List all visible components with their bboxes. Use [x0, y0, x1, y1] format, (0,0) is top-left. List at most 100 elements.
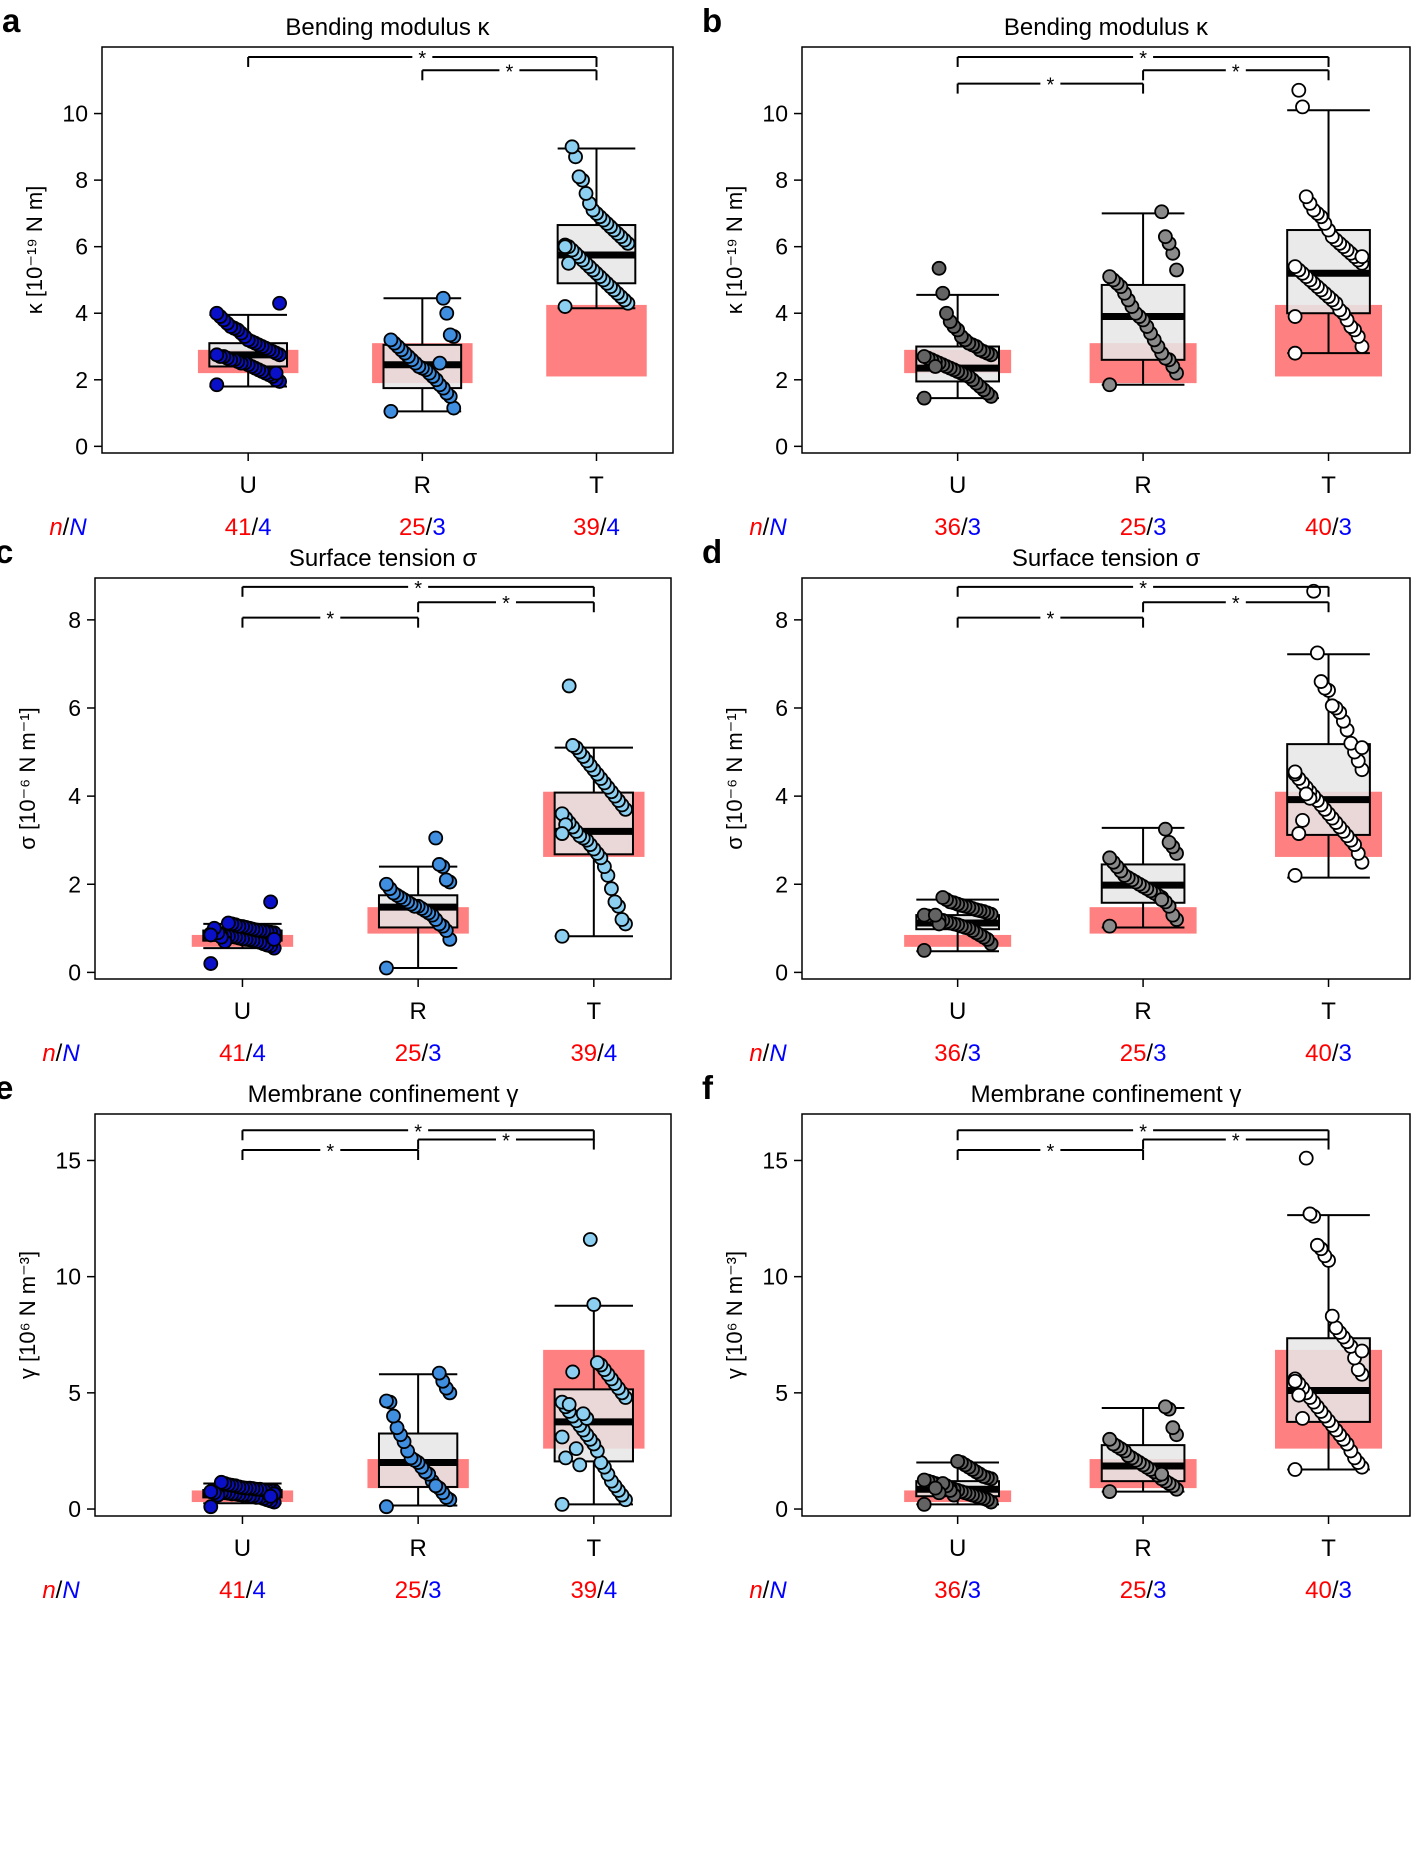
significance-star: * [1139, 578, 1147, 600]
data-point [1102, 1431, 1118, 1447]
y-tick-label: 10 [762, 101, 788, 127]
count-n: 36 [934, 514, 961, 541]
count-slash: / [600, 514, 607, 541]
data-point [1102, 377, 1118, 393]
count-label: 39/4 [573, 514, 620, 541]
data-point [1287, 259, 1303, 275]
data-point [438, 872, 454, 888]
data-point [572, 1457, 588, 1473]
data-point [1324, 1308, 1340, 1324]
data-point [1154, 1466, 1170, 1482]
count-label: 25/3 [1120, 1040, 1167, 1067]
count-n: 25 [1120, 514, 1147, 541]
y-tick-label: 0 [68, 959, 81, 985]
count-label: 39/4 [570, 1040, 617, 1067]
category-label: R [414, 472, 431, 499]
panel-letter: f [702, 1069, 714, 1106]
count-slash: / [1146, 1040, 1153, 1067]
count-N: 3 [428, 1577, 441, 1604]
category-label: T [1321, 998, 1336, 1025]
count-n: 36 [934, 1577, 961, 1604]
count-slash: / [1332, 1577, 1339, 1604]
data-point [266, 931, 282, 947]
count-N: 3 [1153, 1577, 1166, 1604]
data-point [268, 365, 284, 381]
data-point [564, 139, 580, 155]
panel-f: f Membrane confinement γ * * * 0 5 10 15 γ [10⁶ N… [702, 1069, 1411, 1604]
legend-N: N [62, 1040, 80, 1067]
data-point [927, 1480, 943, 1496]
plot-frame [101, 46, 674, 454]
count-n: 40 [1305, 514, 1332, 541]
significance-star: * [506, 61, 514, 83]
y-tick-label: 0 [775, 433, 788, 459]
y-axis-label: σ [10⁻⁶ N m⁻¹] [722, 707, 747, 849]
panel-c: c Surface tension σ * * * 0 2 4 6 8 σ [10⁻⁶ N m⁻¹]… [0, 533, 672, 1067]
data-point [927, 359, 943, 374]
data-point [554, 928, 570, 944]
data-point [916, 1472, 932, 1488]
data-point [1102, 269, 1118, 285]
count-n: 41 [225, 514, 252, 541]
legend-n: n [42, 1577, 55, 1604]
count-slash: / [961, 1577, 968, 1604]
count-slash: / [252, 514, 259, 541]
legend-slash: / [763, 1577, 770, 1604]
panel-title: Bending modulus κ [1004, 14, 1209, 41]
legend-N: N [769, 514, 787, 541]
data-point [431, 857, 447, 872]
data-point [586, 1297, 602, 1312]
category-label: T [1321, 472, 1336, 499]
category-label: T [586, 1535, 601, 1562]
y-tick-label: 15 [55, 1147, 81, 1173]
data-point [575, 1406, 591, 1422]
count-label: 25/3 [1120, 514, 1167, 541]
data-point [1287, 1373, 1303, 1389]
significance-star: * [1232, 593, 1240, 615]
data-point [950, 1453, 966, 1469]
y-tick-label: 0 [75, 433, 88, 459]
count-n: 25 [1120, 1040, 1147, 1067]
data-point [1154, 892, 1170, 908]
category-label: T [586, 998, 601, 1025]
n-over-N-legend: n/N [42, 1577, 80, 1604]
data-point [561, 678, 577, 694]
data-point [386, 1408, 401, 1424]
count-n: 40 [1305, 1040, 1332, 1067]
category-label: U [234, 1535, 251, 1562]
data-point [604, 881, 619, 897]
count-slash: / [426, 514, 433, 541]
count-label: 40/3 [1305, 514, 1352, 541]
significance-star: * [326, 1141, 334, 1163]
y-tick-label: 4 [68, 783, 81, 809]
n-over-N-legend: n/N [49, 514, 87, 541]
count-slash: / [597, 1577, 604, 1604]
legend-N: N [769, 1040, 787, 1067]
category-label: U [949, 998, 966, 1025]
data-point [557, 299, 573, 314]
y-axis-label: κ [10⁻¹⁹ N m] [722, 186, 747, 315]
data-point [561, 1397, 577, 1412]
count-n: 40 [1305, 1577, 1332, 1604]
count-n: 25 [395, 1040, 422, 1067]
data-point [1102, 918, 1118, 934]
data-point [431, 1365, 447, 1381]
data-point [1169, 262, 1184, 278]
count-N: 3 [968, 514, 981, 541]
significance-star: * [1232, 1131, 1240, 1153]
count-N: 4 [606, 514, 619, 541]
legend-slash: / [763, 1040, 770, 1067]
count-label: 41/4 [225, 514, 272, 541]
panel-title: Surface tension σ [289, 545, 477, 572]
count-N: 3 [968, 1577, 981, 1604]
count-N: 4 [258, 514, 271, 541]
data-point [1287, 1462, 1303, 1477]
y-tick-label: 6 [775, 234, 788, 260]
category-label: R [1134, 472, 1151, 499]
data-point [1287, 868, 1303, 883]
data-point [379, 960, 394, 976]
count-n: 39 [573, 514, 600, 541]
data-point [589, 1355, 605, 1371]
count-label: 36/3 [934, 514, 981, 541]
legend-slash: / [63, 514, 70, 541]
